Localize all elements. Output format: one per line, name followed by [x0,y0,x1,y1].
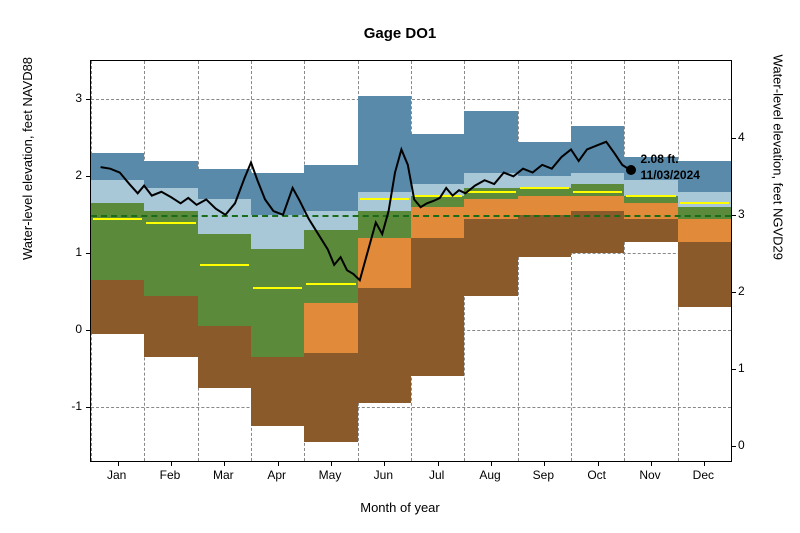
xtick-month: Nov [639,468,660,482]
water-level-line [91,61,731,461]
current-value-label: 2.08 ft. [641,152,679,166]
xtick-month: Apr [267,468,286,482]
ytick-left: 2 [75,168,82,182]
xtick-month: Sep [533,468,554,482]
xtick-month: Dec [693,468,714,482]
chart-title: Gage DO1 [0,25,800,42]
xtick-month: May [319,468,342,482]
xtick-month: Jun [374,468,393,482]
xtick-month: Jul [429,468,444,482]
ytick-left: 1 [75,245,82,259]
ytick-left: -1 [71,399,82,413]
plot-area: 2.08 ft. 11/03/2024 [90,60,732,462]
xtick-month: Mar [213,468,234,482]
current-point-marker [626,165,636,175]
ytick-right: 1 [738,361,745,375]
ytick-right: 3 [738,207,745,221]
xtick-month: Jan [107,468,126,482]
ytick-right: 2 [738,284,745,298]
chart-container: Gage DO1 Water-level elevation, feet NAV… [0,0,800,533]
ytick-right: 0 [738,438,745,452]
xtick-month: Feb [160,468,181,482]
ytick-left: 3 [75,91,82,105]
ytick-right: 4 [738,130,745,144]
x-axis-label: Month of year [0,500,800,515]
current-date-label: 11/03/2024 [641,168,700,182]
y-axis-label-left: Water-level elevation, feet NAVD88 [20,57,35,260]
xtick-month: Oct [587,468,606,482]
y-axis-label-right: Water-level elevation, feet NGVD29 [770,55,785,260]
ytick-left: 0 [75,322,82,336]
xtick-month: Aug [479,468,500,482]
